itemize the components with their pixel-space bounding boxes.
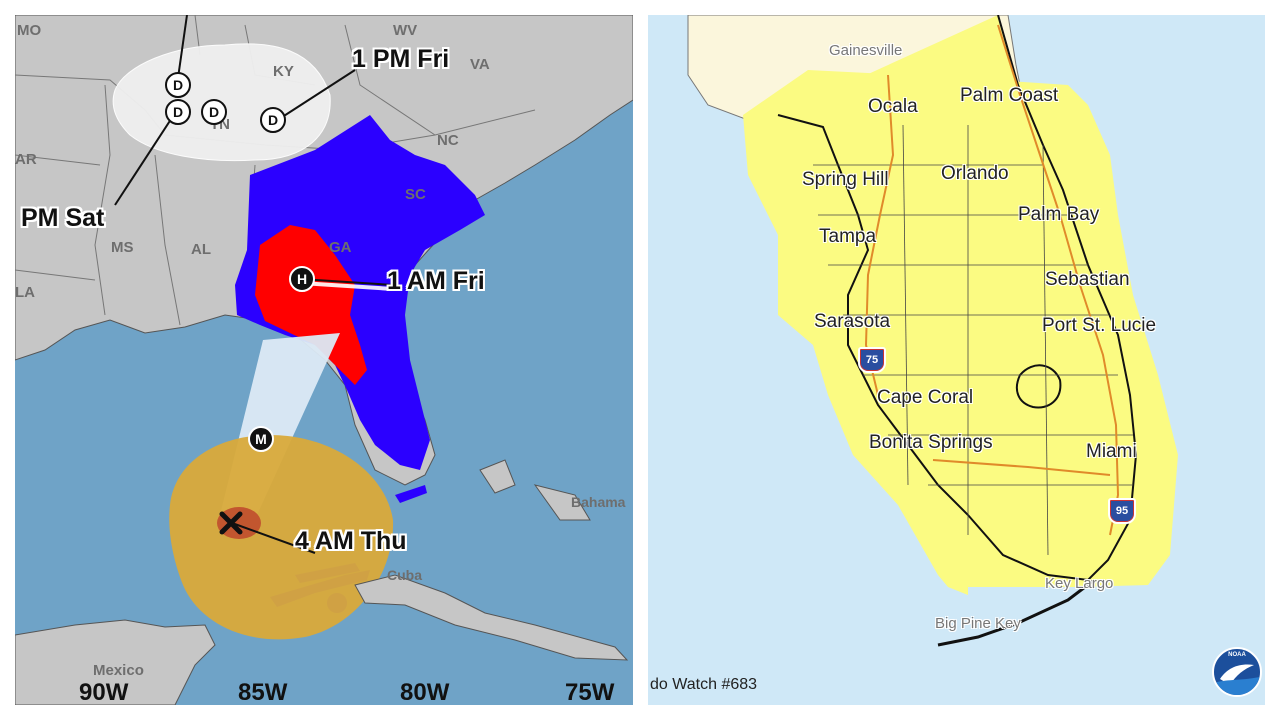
noaa-logo: NOAA [1212, 647, 1262, 697]
state-label-ky: KY [273, 63, 294, 80]
city-label-port-st-lucie: Port St. Lucie [1042, 315, 1157, 336]
tropical-storm-warning-area [235, 115, 485, 470]
city-label-miami: Miami [1086, 441, 1137, 462]
forecast-time-label-4am-thu: 4 AM Thu [295, 527, 407, 555]
forecast-point-h-marker: H [289, 266, 315, 292]
watch-number-label: do Watch #683 [650, 676, 758, 693]
city-label-bonita-springs: Bonita Springs [869, 432, 993, 453]
interstate-95-shield: 95 [1108, 498, 1136, 524]
current-position-x-icon [219, 511, 243, 535]
forecast-map-graphics [15, 15, 633, 705]
florida-watch-map: 75 95 Gainesville Ocala Palm Coast Sprin… [648, 15, 1265, 705]
longitude-label-80w: 80W [400, 679, 450, 705]
cuba [354, 574, 629, 661]
forecast-point-d-marker: D [165, 72, 191, 98]
city-label-orlando: Orlando [941, 163, 1009, 184]
forecast-time-label-1pm-fri: 1 PM Fri [352, 45, 450, 73]
city-label-gainesville: Gainesville [829, 42, 903, 59]
place-label-mexico: Mexico [93, 662, 144, 679]
state-label-va: VA [470, 56, 490, 73]
forecast-time-label-1am-fri: 1 AM Fri [387, 267, 485, 295]
forecast-cone [169, 435, 394, 640]
watch-map-graphics [687, 15, 1178, 647]
forecast-time-label-pm-sat: PM Sat [21, 204, 105, 232]
florida-keys [937, 579, 1094, 647]
longitude-label-90w: 90W [79, 679, 129, 705]
city-label-ocala: Ocala [868, 96, 918, 117]
city-label-key-largo: Key Largo [1045, 575, 1114, 592]
city-label-spring-hill: Spring Hill [802, 169, 889, 190]
state-label-la: LA [15, 284, 35, 301]
interstate-75-shield: 75 [858, 347, 886, 373]
hurricane-forecast-map: MO WV KY VA TN AR NC SC MS AL GA LA Baha… [15, 15, 633, 705]
city-label-tampa: Tampa [819, 226, 877, 247]
state-label-ga: GA [329, 239, 352, 256]
state-label-sc: SC [405, 186, 426, 203]
city-label-sebastian: Sebastian [1045, 269, 1130, 290]
state-label-ms: MS [111, 239, 134, 256]
forecast-point-d-marker: D [165, 99, 191, 125]
lake-okeechobee [1015, 364, 1062, 409]
place-label-bahama: Bahama [571, 494, 626, 510]
forecast-point-d-marker: D [260, 107, 286, 133]
state-label-wv: WV [393, 22, 418, 39]
longitude-label-85w: 85W [238, 679, 288, 705]
city-label-big-pine-key: Big Pine Key [935, 615, 1021, 632]
city-label-palm-coast: Palm Coast [960, 85, 1059, 106]
forecast-point-m-marker: M [248, 426, 274, 452]
place-label-cuba: Cuba [387, 567, 422, 583]
noaa-logo-text: NOAA [1228, 652, 1246, 658]
state-label-ar: AR [15, 151, 37, 168]
state-label-al: AL [191, 241, 211, 258]
city-label-cape-coral: Cape Coral [877, 387, 974, 408]
mexico [15, 619, 216, 705]
forecast-point-d-marker: D [201, 99, 227, 125]
city-label-palm-bay: Palm Bay [1018, 204, 1100, 225]
state-label-nc: NC [437, 132, 459, 149]
city-label-sarasota: Sarasota [814, 311, 891, 332]
longitude-label-75w: 75W [565, 679, 615, 705]
state-label-mo: MO [17, 22, 42, 39]
noaa-bird-icon [1214, 664, 1260, 695]
hurricane-warning-area [255, 225, 367, 385]
